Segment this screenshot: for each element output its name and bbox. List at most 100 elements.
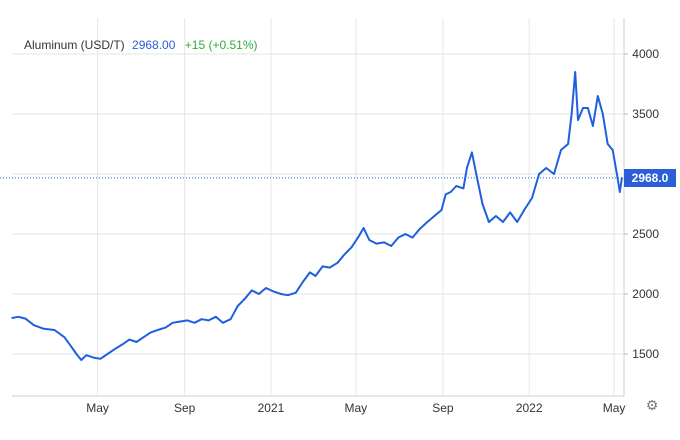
data-point [280,293,282,295]
data-point [488,221,490,223]
data-point [560,149,562,151]
y-tick-label: 2500 [632,227,659,241]
data-point [411,236,414,239]
price-change: +15 (+0.51%) [184,38,258,52]
data-point [592,125,594,127]
data-point [495,215,497,217]
data-point [375,242,378,245]
data-point [476,179,479,181]
data-point [63,336,66,339]
data-point [616,173,618,175]
data-points [11,71,623,361]
gear-icon[interactable]: ⚙ [645,397,659,413]
data-point [545,167,547,169]
data-point [53,329,56,331]
data-point [258,293,260,295]
data-point [314,275,317,277]
data-point [113,348,116,351]
data-point [619,191,621,193]
data-point [171,322,174,324]
data-point [481,203,484,205]
data-point [11,317,13,319]
data-point [455,185,458,187]
data-point [128,338,131,341]
data-point [178,320,181,323]
data-point [149,331,152,334]
data-point [538,173,540,175]
data-point [523,209,525,211]
x-tick-label: May [603,401,626,415]
data-point [200,318,203,321]
instrument-name: Aluminum (USD/T) [24,38,125,52]
x-tick-label: May [345,401,368,415]
data-point [251,289,253,292]
data-point [350,246,353,248]
data-point [273,290,275,293]
data-point [33,324,35,327]
data-point [142,336,145,339]
data-point [336,262,339,264]
data-point [368,239,371,241]
data-point [222,322,224,324]
chart-legend: Aluminum (USD/T) 2968.00 +15 (+0.51%) [24,38,257,52]
data-point [449,191,452,193]
data-point [287,294,289,297]
data-point [156,329,159,331]
data-point [294,292,297,294]
x-axis: May Sep 2021 May Sep 2022 May [86,401,625,415]
y-tick-label: 2000 [632,287,659,301]
data-point [471,151,473,154]
data-point [106,353,109,355]
data-point [207,319,210,322]
data-point [164,326,167,329]
data-point [85,354,88,357]
data-point [121,343,124,346]
y-tick-label: 1500 [632,347,659,361]
data-point [509,211,511,214]
data-point [466,167,468,169]
data-point [43,328,45,330]
data-point [553,173,555,175]
x-tick-label: Sep [174,401,196,415]
data-point [357,235,360,238]
data-point [516,221,518,223]
y-tick-label: 4000 [632,47,659,61]
data-point [433,215,436,217]
data-point [404,233,407,235]
data-point [265,287,267,289]
data-point [186,319,189,322]
data-point [75,353,78,355]
data-point [244,298,246,300]
data-point [426,221,429,223]
data-point [193,322,196,324]
data-point [390,245,393,247]
data-point [502,221,504,223]
data-point [309,271,311,274]
last-price-tag: 2968.0 [624,168,676,187]
last-price: 2968.00 [132,38,176,52]
grid [12,18,625,397]
data-point [80,359,83,361]
data-point [611,149,614,151]
y-axis: 150020002500300035004000 [624,47,659,361]
data-point [574,71,576,73]
data-point [440,209,443,211]
data-point [17,316,20,318]
data-point [92,356,95,359]
data-point [302,281,304,283]
data-point [602,113,604,115]
data-point [567,143,569,145]
data-point [462,187,465,190]
data-point [531,197,533,199]
data-point [135,341,138,343]
data-point [236,305,239,307]
data-point [606,143,609,145]
data-point [587,107,589,109]
data-point [362,227,365,229]
data-point [621,177,623,179]
data-point [70,346,73,348]
data-point [597,95,599,97]
data-point [418,228,421,230]
x-tick-label: Sep [432,401,454,415]
